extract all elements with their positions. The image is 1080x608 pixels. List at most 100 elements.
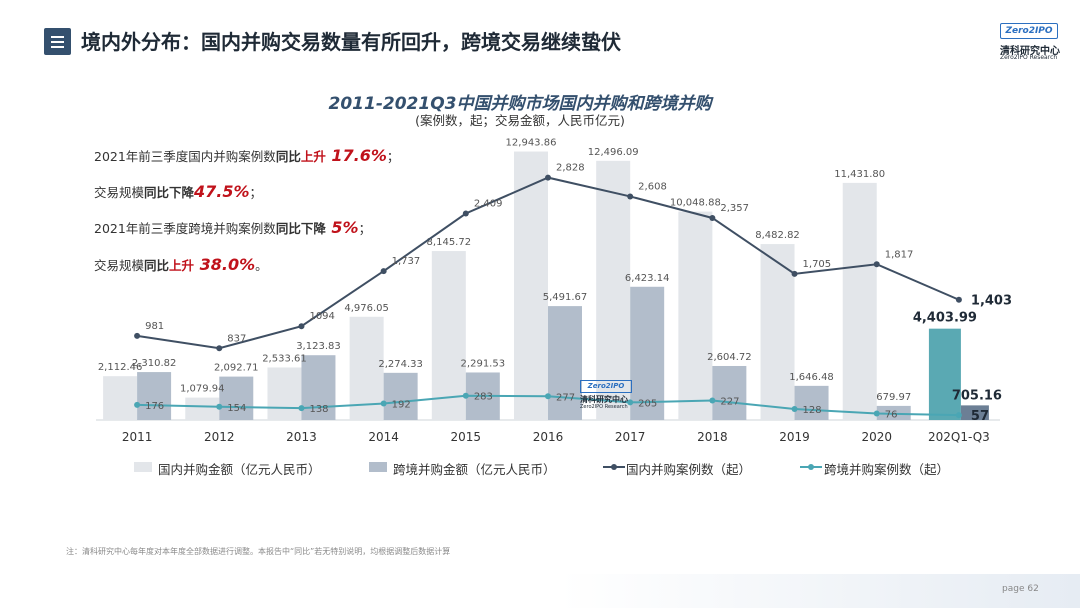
note-text: 47.5% — [194, 182, 250, 201]
legend-swatch-domestic-amount — [134, 462, 152, 472]
legend-swatch-crossborder-amount — [369, 462, 387, 472]
bar-label-crossborder-amount: 679.97 — [876, 392, 911, 403]
page-title: 境内外分布：国内并购交易数量有所回升，跨境交易继续蛰伏 — [81, 30, 621, 54]
x-tick-label: 2020 — [861, 430, 892, 444]
point-crossborder-count — [627, 399, 634, 406]
point-label-crossborder-count: 154 — [227, 403, 246, 414]
bar-label-crossborder-amount: 2,604.72 — [707, 352, 752, 363]
x-tick-label: 2019 — [779, 430, 810, 444]
point-domestic-count — [709, 214, 716, 221]
bar-domestic-amount-highlight — [928, 328, 961, 420]
x-tick-label: 2016 — [533, 430, 564, 444]
note-text: 上升 — [300, 149, 326, 164]
note-text: 上升 — [169, 258, 195, 273]
menu-icon[interactable] — [44, 28, 71, 55]
point-domestic-count — [627, 193, 634, 200]
bar-label-domestic-amount: 12,943.86 — [506, 138, 557, 149]
note-text: ； — [386, 149, 400, 164]
chart-title: 2011-2021Q3中国并购市场国内并购和跨境并购 — [328, 94, 712, 114]
point-label-crossborder-count: 205 — [638, 398, 657, 409]
point-label-crossborder-count: 176 — [145, 401, 164, 412]
note-text: 同比 — [275, 149, 301, 164]
bar-domestic-amount — [103, 376, 138, 420]
legend-label-crossborder-amount: 跨境并购金额（亿元人民币） — [393, 462, 556, 477]
note-line: 交易规模同比上升 38.0%。 — [94, 255, 268, 274]
bar-label-domestic-amount: 12,496.09 — [588, 147, 639, 158]
bar-label-crossborder-amount: 2,291.53 — [461, 358, 506, 369]
point-crossborder-count — [709, 397, 716, 404]
watermark-en-text: Zero2IPO Research — [580, 404, 628, 410]
legend-swatch-domestic-count — [603, 464, 625, 470]
point-label-domestic-count: 837 — [227, 333, 246, 344]
bar-crossborder-amount — [794, 385, 829, 420]
point-label-crossborder-count: 128 — [803, 405, 822, 416]
point-crossborder-count — [462, 392, 469, 399]
bar-crossborder-amount — [548, 306, 582, 420]
bar-crossborder-amount — [137, 372, 172, 420]
bar-crossborder-amount — [383, 372, 418, 420]
point-label-domestic-count: 1,403 — [971, 294, 1012, 309]
note-text: 同比 — [144, 258, 170, 273]
point-crossborder-count — [216, 403, 223, 410]
point-label-domestic-count: 1,705 — [803, 259, 832, 270]
point-domestic-count — [462, 210, 469, 217]
x-tick-label: 2013 — [286, 430, 317, 444]
watermark-cn-text: 清科研究中心 — [580, 395, 628, 404]
bar-label-crossborder-amount: 6,423.14 — [625, 273, 670, 284]
point-crossborder-count — [134, 401, 141, 408]
chart-subtitle: (案例数，起；交易金额，人民币亿元) — [415, 113, 625, 128]
bar-label-domestic-amount-highlight: 4,403.99 — [913, 311, 977, 326]
note-line: 2021年前三季度跨境并购案例数同比下降 5%； — [94, 218, 371, 237]
point-label-domestic-count: 2,409 — [474, 199, 503, 210]
point-label-domestic-count: 2,357 — [720, 203, 749, 214]
point-label-domestic-count: 1,817 — [885, 249, 914, 260]
bar-label-domestic-amount: 2,533.61 — [262, 353, 307, 364]
bar-label-domestic-amount: 8,482.82 — [755, 230, 800, 241]
point-label-crossborder-count: 227 — [720, 397, 739, 408]
point-crossborder-count — [545, 393, 551, 400]
bar-label-domestic-amount: 8,145.72 — [427, 237, 472, 248]
bar-label-crossborder-amount: 2,274.33 — [378, 359, 423, 370]
note-text: 交易规模 — [94, 258, 145, 273]
point-label-domestic-count: 1,737 — [392, 256, 421, 267]
x-tick-label: 2018 — [697, 430, 728, 444]
point-label-domestic-count: 2,828 — [556, 163, 585, 174]
legend-swatch-crossborder-count — [800, 464, 822, 470]
point-domestic-count — [873, 261, 880, 268]
bar-domestic-amount — [267, 367, 302, 420]
note-text: 38.0% — [194, 255, 256, 274]
footnote: 注：清科研究中心每年度对本年度全部数据进行调整。本报告中“同比”若无特别说明，均… — [66, 547, 451, 556]
point-domestic-count — [791, 270, 798, 277]
point-label-domestic-count: 1094 — [309, 311, 334, 322]
bar-label-crossborder-amount-highlight: 705.16 — [952, 388, 1002, 403]
point-label-crossborder-count: 57 — [971, 409, 989, 424]
point-label-crossborder-count: 76 — [885, 409, 898, 420]
bar-domestic-amount — [431, 251, 466, 420]
note-text: 交易规模 — [94, 185, 145, 200]
note-text: 同比下降 — [144, 185, 195, 200]
note-text: ； — [358, 221, 372, 236]
bar-label-domestic-amount: 1,079.94 — [180, 384, 225, 395]
note-text: 2021年前三季度国内并购案例数 — [94, 149, 276, 164]
legend-label-crossborder-count: 跨境并购案例数（起） — [824, 462, 950, 477]
x-tick-label: 2011 — [122, 430, 153, 444]
point-domestic-count — [216, 345, 223, 352]
logo-en-text: Zero2IPO Research — [1000, 54, 1058, 61]
bar-label-domestic-amount: 4,976.05 — [344, 303, 389, 314]
bar-domestic-amount — [842, 182, 877, 420]
watermark-logo: Zero2IPO 清科研究中心 Zero2IPO Research — [580, 380, 634, 410]
bar-crossborder-amount-highlight — [960, 405, 989, 420]
x-tick-label: 202Q1-Q3 — [928, 430, 990, 444]
point-crossborder-count — [298, 405, 305, 412]
bar-domestic-amount — [760, 244, 795, 420]
note-line: 交易规模同比下降47.5%； — [94, 182, 262, 201]
note-line: 2021年前三季度国内并购案例数同比上升 17.6%； — [94, 146, 399, 165]
watermark-badge: Zero2IPO — [580, 380, 632, 393]
point-crossborder-count — [955, 412, 962, 419]
bar-label-domestic-amount: 11,431.80 — [834, 169, 885, 180]
note-text: 同比下降 — [275, 221, 326, 236]
bar-domestic-amount — [678, 211, 713, 420]
bar-domestic-amount — [349, 316, 384, 420]
point-crossborder-count — [873, 410, 880, 417]
x-tick-label: 2015 — [451, 430, 482, 444]
